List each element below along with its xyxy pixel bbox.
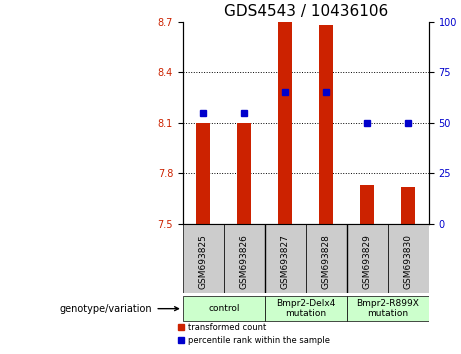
- FancyBboxPatch shape: [183, 224, 224, 293]
- Title: GDS4543 / 10436106: GDS4543 / 10436106: [224, 4, 388, 19]
- Text: GSM693828: GSM693828: [322, 234, 331, 289]
- Bar: [360, 185, 374, 224]
- Bar: [319, 25, 333, 224]
- Text: GSM693830: GSM693830: [404, 234, 413, 289]
- FancyBboxPatch shape: [224, 224, 265, 293]
- Text: GSM693825: GSM693825: [199, 234, 208, 289]
- FancyBboxPatch shape: [265, 224, 306, 293]
- Bar: [196, 123, 211, 224]
- FancyBboxPatch shape: [306, 224, 347, 293]
- Text: GSM693827: GSM693827: [281, 234, 290, 289]
- Legend: transformed count, percentile rank within the sample: transformed count, percentile rank withi…: [175, 320, 333, 348]
- FancyBboxPatch shape: [265, 296, 347, 321]
- Text: Bmpr2-R899X
mutation: Bmpr2-R899X mutation: [356, 299, 419, 318]
- Text: genotype/variation: genotype/variation: [60, 304, 178, 314]
- Text: GSM693826: GSM693826: [240, 234, 249, 289]
- FancyBboxPatch shape: [388, 224, 429, 293]
- Bar: [237, 123, 251, 224]
- Bar: [401, 187, 415, 224]
- Text: control: control: [208, 304, 240, 313]
- FancyBboxPatch shape: [347, 224, 388, 293]
- Text: Bmpr2-Delx4
mutation: Bmpr2-Delx4 mutation: [276, 299, 336, 318]
- FancyBboxPatch shape: [183, 296, 265, 321]
- Bar: [278, 22, 292, 224]
- FancyBboxPatch shape: [347, 296, 429, 321]
- Text: GSM693829: GSM693829: [363, 234, 372, 289]
